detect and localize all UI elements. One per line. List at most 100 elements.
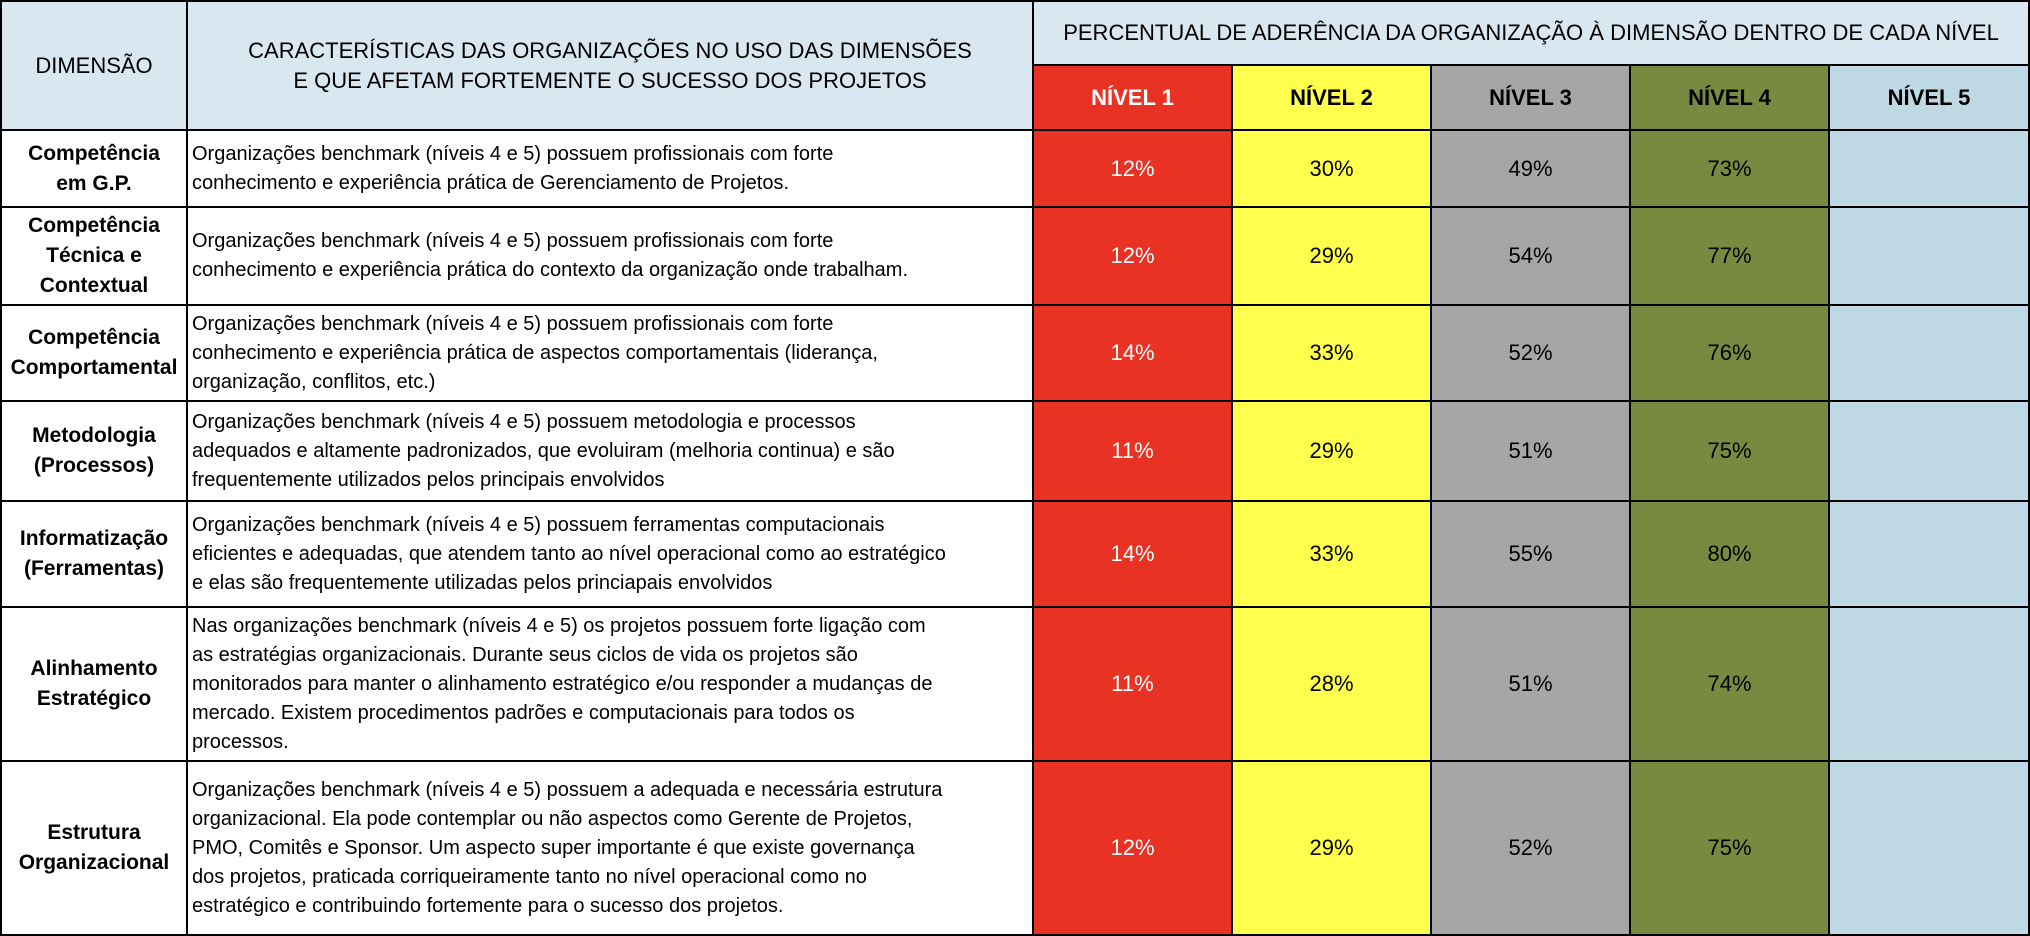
header-level-3: NÍVEL 3 <box>1431 65 1630 130</box>
description-line: mercado. Existem procedimentos padrões e… <box>192 702 855 724</box>
table-row: Alinhamento Estratégico Nas organizações… <box>1 607 2029 761</box>
description-cell: Organizações benchmark (níveis 4 e 5) po… <box>187 130 1033 207</box>
level-4-value: 77% <box>1630 207 1829 305</box>
table-row: Competência Comportamental Organizações … <box>1 305 2029 401</box>
description-line: Organizações benchmark (níveis 4 e 5) po… <box>192 514 885 536</box>
level-1-value: 11% <box>1033 607 1232 761</box>
dimension-cell: Estrutura Organizacional <box>1 761 187 935</box>
level-5-value <box>1829 607 2029 761</box>
description-line: conhecimento e experiência prática do co… <box>192 259 908 281</box>
dimension-line: Comportamental <box>11 356 178 379</box>
level-1-value: 11% <box>1033 401 1232 501</box>
table-row: Estrutura Organizacional Organizações be… <box>1 761 2029 935</box>
level-1-value: 14% <box>1033 305 1232 401</box>
level-2-value: 28% <box>1232 607 1431 761</box>
level-5-value <box>1829 761 2029 935</box>
level-3-value: 55% <box>1431 501 1630 607</box>
level-4-value: 76% <box>1630 305 1829 401</box>
dimension-line: Competência <box>28 214 160 237</box>
dimension-line: (Ferramentas) <box>24 557 164 580</box>
description-line: frequentemente utilizados pelos principa… <box>192 469 665 491</box>
description-cell: Organizações benchmark (níveis 4 e 5) po… <box>187 761 1033 935</box>
level-5-value <box>1829 207 2029 305</box>
table-header: DIMENSÃO CARACTERÍSTICAS DAS ORGANIZAÇÕE… <box>1 1 2029 130</box>
level-2-value: 29% <box>1232 761 1431 935</box>
level-1-value: 12% <box>1033 761 1232 935</box>
dimension-line: Metodologia <box>32 424 156 447</box>
level-4-value: 74% <box>1630 607 1829 761</box>
dimension-line: Competência <box>28 142 160 165</box>
level-4-value: 80% <box>1630 501 1829 607</box>
description-line: PMO, Comitês e Sponsor. Um aspecto super… <box>192 837 915 859</box>
level-5-value <box>1829 401 2029 501</box>
description-line: as estratégias organizacionais. Durante … <box>192 644 858 666</box>
table-row: Metodologia (Processos) Organizações ben… <box>1 401 2029 501</box>
header-characteristics-line-1: CARACTERÍSTICAS DAS ORGANIZAÇÕES NO USO … <box>248 38 972 63</box>
description-line: e elas são frequentemente utilizadas pel… <box>192 572 772 594</box>
description-line: dos projetos, praticada corriqueiramente… <box>192 866 867 888</box>
level-5-value <box>1829 501 2029 607</box>
description-cell: Organizações benchmark (níveis 4 e 5) po… <box>187 401 1033 501</box>
header-level-4: NÍVEL 4 <box>1630 65 1829 130</box>
description-line: organizacional. Ela pode contemplar ou n… <box>192 808 912 830</box>
dimension-cell: Alinhamento Estratégico <box>1 607 187 761</box>
dimension-line: Estratégico <box>37 687 151 710</box>
header-characteristics-line-2: E QUE AFETAM FORTEMENTE O SUCESSO DOS PR… <box>293 68 926 93</box>
dimension-line: Informatização <box>20 527 168 550</box>
header-percentual: PERCENTUAL DE ADERÊNCIA DA ORGANIZAÇÃO À… <box>1033 1 2029 65</box>
level-5-value <box>1829 305 2029 401</box>
dimension-line: (Processos) <box>34 454 154 477</box>
description-line: Organizações benchmark (níveis 4 e 5) po… <box>192 143 833 165</box>
description-cell: Organizações benchmark (níveis 4 e 5) po… <box>187 305 1033 401</box>
header-characteristics: CARACTERÍSTICAS DAS ORGANIZAÇÕES NO USO … <box>187 1 1033 130</box>
dimension-line: Contextual <box>40 274 149 297</box>
description-line: Organizações benchmark (níveis 4 e 5) po… <box>192 411 856 433</box>
dimension-line: Técnica e <box>46 244 142 267</box>
level-1-value: 12% <box>1033 130 1232 207</box>
description-line: processos. <box>192 731 289 753</box>
description-cell: Organizações benchmark (níveis 4 e 5) po… <box>187 207 1033 305</box>
dimension-cell: Metodologia (Processos) <box>1 401 187 501</box>
level-2-value: 29% <box>1232 207 1431 305</box>
level-3-value: 51% <box>1431 401 1630 501</box>
level-5-value <box>1829 130 2029 207</box>
level-2-value: 33% <box>1232 305 1431 401</box>
description-line: adequados e altamente padronizados, que … <box>192 440 895 462</box>
dimension-line: em G.P. <box>56 172 132 195</box>
level-2-value: 33% <box>1232 501 1431 607</box>
level-1-value: 14% <box>1033 501 1232 607</box>
level-2-value: 30% <box>1232 130 1431 207</box>
dimension-line: Organizacional <box>19 851 170 874</box>
level-1-value: 12% <box>1033 207 1232 305</box>
description-line: eficientes e adequadas, que atendem tant… <box>192 543 946 565</box>
header-dimension: DIMENSÃO <box>1 1 187 130</box>
level-3-value: 54% <box>1431 207 1630 305</box>
description-line: Organizações benchmark (níveis 4 e 5) po… <box>192 230 833 252</box>
level-3-value: 51% <box>1431 607 1630 761</box>
description-line: organização, conflitos, etc.) <box>192 371 435 393</box>
dimension-line: Alinhamento <box>30 657 157 680</box>
dimension-cell: Competência Comportamental <box>1 305 187 401</box>
table-row: Informatização (Ferramentas) Organizaçõe… <box>1 501 2029 607</box>
level-3-value: 49% <box>1431 130 1630 207</box>
description-line: monitorados para manter o alinhamento es… <box>192 673 932 695</box>
header-level-1: NÍVEL 1 <box>1033 65 1232 130</box>
dimension-cell: Informatização (Ferramentas) <box>1 501 187 607</box>
adherence-table: DIMENSÃO CARACTERÍSTICAS DAS ORGANIZAÇÕE… <box>0 0 2030 936</box>
description-line: Nas organizações benchmark (níveis 4 e 5… <box>192 615 926 637</box>
dimension-cell: Competência Técnica e Contextual <box>1 207 187 305</box>
level-4-value: 73% <box>1630 130 1829 207</box>
dimension-cell: Competência em G.P. <box>1 130 187 207</box>
level-4-value: 75% <box>1630 401 1829 501</box>
level-4-value: 75% <box>1630 761 1829 935</box>
dimension-line: Competência <box>28 326 160 349</box>
description-line: estratégico e contribuindo fortemente pa… <box>192 895 783 917</box>
description-cell: Nas organizações benchmark (níveis 4 e 5… <box>187 607 1033 761</box>
table-row: Competência Técnica e Contextual Organiz… <box>1 207 2029 305</box>
description-line: conhecimento e experiência prática de Ge… <box>192 172 789 194</box>
description-line: conhecimento e experiência prática de as… <box>192 342 878 364</box>
header-level-5: NÍVEL 5 <box>1829 65 2029 130</box>
description-line: Organizações benchmark (níveis 4 e 5) po… <box>192 313 833 335</box>
level-3-value: 52% <box>1431 761 1630 935</box>
table-body: Competência em G.P. Organizações benchma… <box>1 130 2029 935</box>
